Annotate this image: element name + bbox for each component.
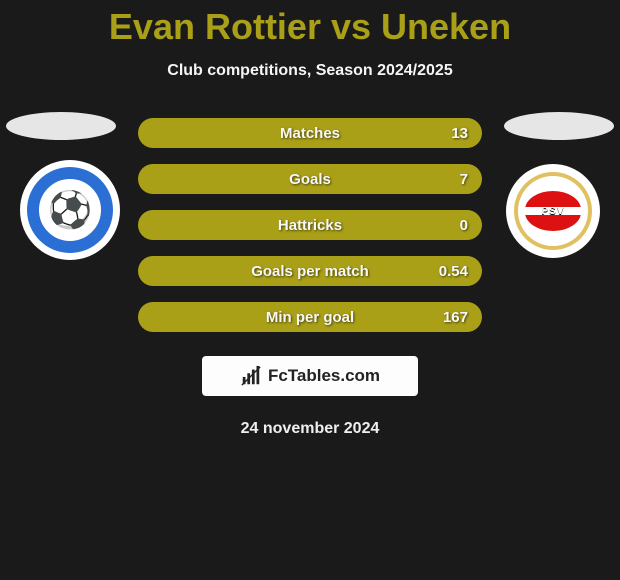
club-logo-right: PSV <box>506 164 600 258</box>
psv-badge: PSV <box>514 172 592 250</box>
stat-value: 7 <box>460 171 468 188</box>
stat-label: Goals per match <box>251 263 369 280</box>
stat-value: 167 <box>443 309 468 326</box>
stat-label: Matches <box>280 125 340 142</box>
stat-bar: Goals 7 <box>138 164 482 194</box>
watermark: FcTables.com <box>202 356 418 396</box>
player-shadow-left <box>6 112 116 140</box>
stat-label: Goals <box>289 171 331 188</box>
stat-value: 13 <box>451 125 468 142</box>
subtitle: Club competitions, Season 2024/2025 <box>0 62 620 80</box>
stat-bar: Goals per match 0.54 <box>138 256 482 286</box>
watermark-text: FcTables.com <box>268 366 380 386</box>
eindhoven-badge: ⚽ <box>27 167 113 253</box>
stat-bar: Hattricks 0 <box>138 210 482 240</box>
stat-label: Hattricks <box>278 217 342 234</box>
comparison-area: ⚽ PSV Matches 13 Goals 7 Hattricks 0 Goa… <box>0 118 620 332</box>
stat-value: 0.54 <box>439 263 468 280</box>
stat-bar: Min per goal 167 <box>138 302 482 332</box>
stats-bars: Matches 13 Goals 7 Hattricks 0 Goals per… <box>138 118 482 332</box>
club-logo-left: ⚽ <box>20 160 120 260</box>
date-text: 24 november 2024 <box>0 420 620 438</box>
stat-value: 0 <box>460 217 468 234</box>
player-shadow-right <box>504 112 614 140</box>
psv-badge-inner: PSV <box>525 191 581 231</box>
soccer-ball-icon: ⚽ <box>48 189 93 231</box>
stat-bar: Matches 13 <box>138 118 482 148</box>
stat-label: Min per goal <box>266 309 354 326</box>
page-title: Evan Rottier vs Uneken <box>0 0 620 48</box>
bar-chart-icon <box>240 365 262 387</box>
